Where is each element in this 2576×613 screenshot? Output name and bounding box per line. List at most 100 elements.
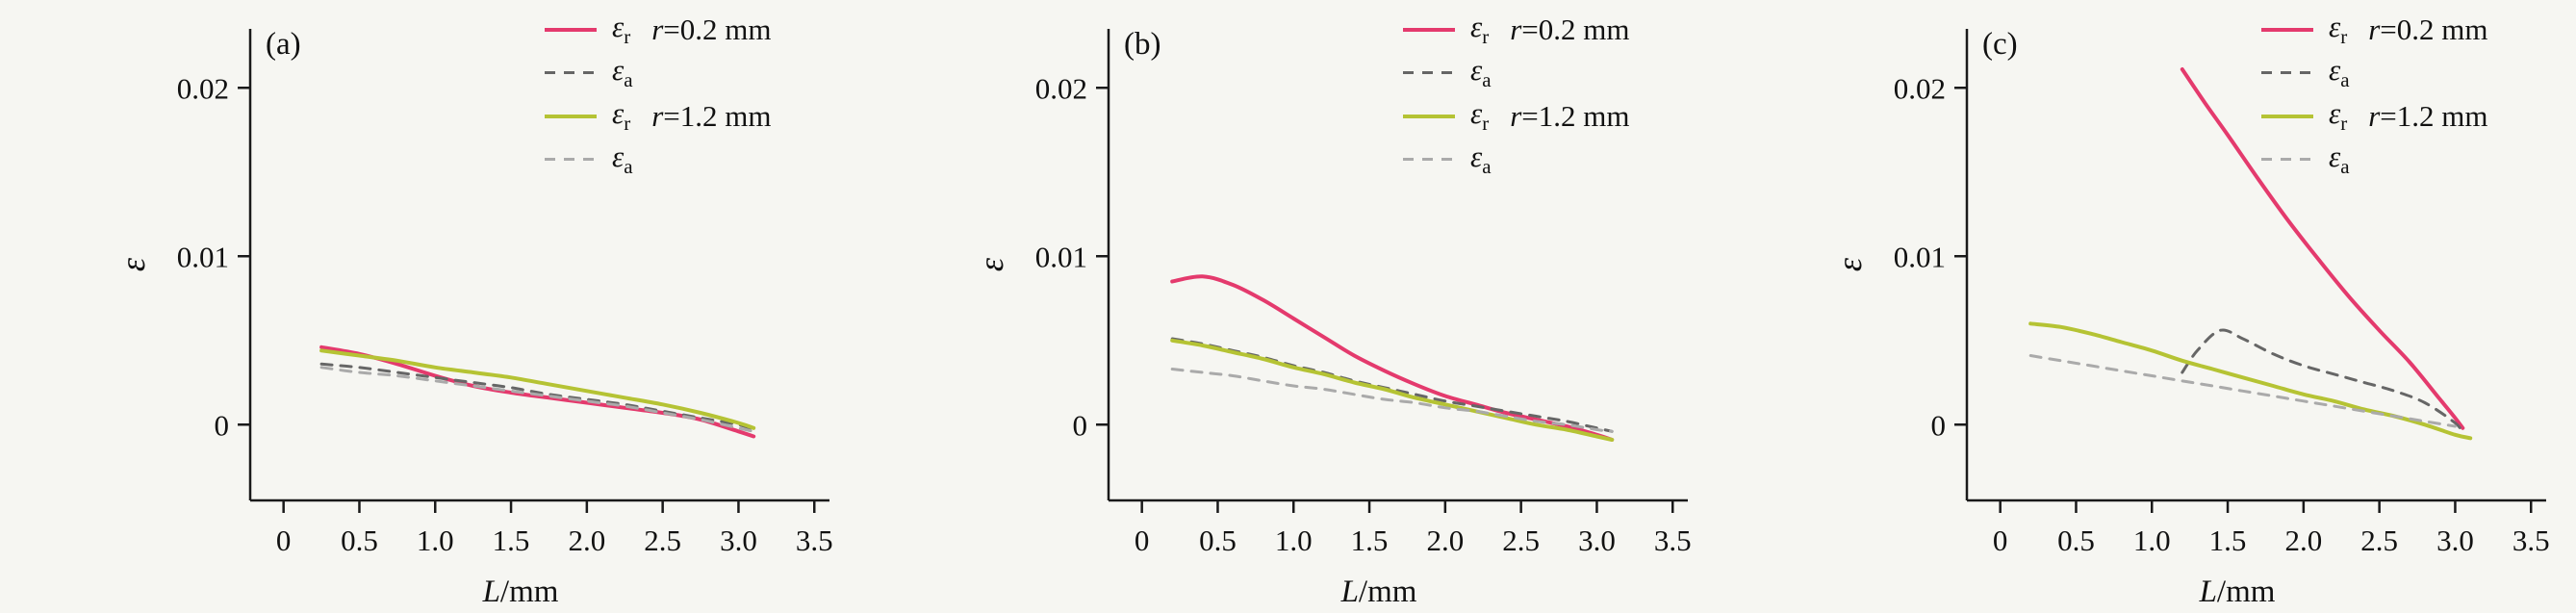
legend-line-dashed-lightgray bbox=[545, 158, 597, 161]
x-tick-label: 0.5 bbox=[341, 524, 378, 557]
x-tick-label: 1.5 bbox=[1351, 524, 1389, 557]
panel-label-c: (c) bbox=[1982, 27, 2018, 62]
panel-label-a: (a) bbox=[266, 27, 301, 62]
series-line bbox=[1170, 368, 1614, 433]
legend-c: εr r=0.2 mm εa εr r=1.2 mm εa bbox=[2261, 8, 2488, 181]
y-tick-label: 0.01 bbox=[1894, 240, 1946, 273]
series-line bbox=[319, 366, 755, 433]
x-tick-label: 0.5 bbox=[1199, 524, 1237, 557]
legend-item-ea-r12: εa bbox=[1403, 138, 1630, 181]
legend-item-er-r02: εr r=0.2 mm bbox=[545, 8, 772, 51]
x-tick-label: 1.5 bbox=[2209, 524, 2247, 557]
legend-line-solid-red bbox=[1403, 27, 1455, 32]
chart-canvas-a: 0 0.5 1.0 1.5 2.0 2.5 3.0 3.5 0 0.01 0.02 L/mm ε bbox=[114, 29, 833, 609]
legend-label-er: εr bbox=[612, 10, 631, 48]
series-line bbox=[2028, 354, 2457, 428]
series-line bbox=[1170, 274, 1615, 442]
x-axis-label: L/mm bbox=[482, 575, 559, 609]
y-tick-label: 0.01 bbox=[177, 240, 229, 273]
legend-a: εr r=0.2 mm εa εr r=1.2 mm εa bbox=[545, 8, 772, 181]
legend-label-er: εr bbox=[1470, 10, 1490, 48]
y-axis-label: ε bbox=[1830, 257, 1869, 271]
legend-line-solid-green bbox=[545, 114, 597, 118]
series-line bbox=[2180, 67, 2465, 430]
y-tick-label: 0 bbox=[1931, 408, 1947, 442]
legend-item-ea-r12: εa bbox=[545, 138, 772, 181]
x-tick-label: 2.0 bbox=[2284, 524, 2322, 557]
legend-group-label-r12: r=1.2 mm bbox=[2368, 99, 2488, 133]
y-tick-label: 0.02 bbox=[1894, 71, 1946, 105]
x-tick-label: 2.5 bbox=[644, 524, 681, 557]
chart-panel-b: 0 0.5 1.0 1.5 2.0 2.5 3.0 3.5 0 0.01 0.02 L/mm ε (b)… bbox=[858, 0, 1717, 613]
legend-line-solid-green bbox=[1403, 114, 1455, 118]
x-tick-label: 3.0 bbox=[1578, 524, 1616, 557]
x-tick-label: 3.5 bbox=[2512, 524, 2550, 557]
legend-label-er: εr bbox=[612, 96, 631, 135]
legend-item-er-r12: εr r=1.2 mm bbox=[2261, 94, 2488, 138]
series-line bbox=[1170, 338, 1615, 442]
chart-canvas-c: 0 0.5 1.0 1.5 2.0 2.5 3.0 3.5 0 0.01 0.02 L/mm ε bbox=[1830, 29, 2550, 609]
y-tick-label: 0 bbox=[1073, 408, 1088, 442]
legend-label-ea: εa bbox=[1470, 53, 1492, 91]
x-axis-label: L/mm bbox=[2199, 575, 2276, 609]
x-tick-label: 3.5 bbox=[796, 524, 833, 557]
legend-label-ea: εa bbox=[612, 140, 633, 178]
series-line bbox=[2028, 321, 2473, 441]
legend-line-dashed-darkgray bbox=[1403, 71, 1455, 74]
series-line bbox=[319, 345, 756, 439]
legend-b: εr r=0.2 mm εa εr r=1.2 mm εa bbox=[1403, 8, 1630, 181]
y-tick-label: 0 bbox=[215, 408, 230, 442]
chart-panel-a: 0 0.5 1.0 1.5 2.0 2.5 3.0 3.5 0 0.01 0.02 L/mm ε (a)… bbox=[0, 0, 858, 613]
legend-item-er-r12: εr r=1.2 mm bbox=[545, 94, 772, 138]
legend-line-solid-red bbox=[545, 27, 597, 32]
series-line bbox=[319, 362, 755, 431]
x-tick-label: 1.5 bbox=[493, 524, 530, 557]
x-tick-label: 0.5 bbox=[2057, 524, 2095, 557]
x-tick-label: 0 bbox=[276, 524, 292, 557]
legend-group-label-r02: r=0.2 mm bbox=[1510, 13, 1630, 46]
legend-line-dashed-darkgray bbox=[2261, 71, 2313, 74]
legend-label-er: εr bbox=[2329, 96, 2348, 135]
y-tick-label: 0.02 bbox=[177, 71, 229, 105]
x-tick-label: 1.0 bbox=[2133, 524, 2171, 557]
legend-line-dashed-darkgray bbox=[545, 71, 597, 74]
y-tick-label: 0.02 bbox=[1035, 71, 1087, 105]
y-tick-label: 0.01 bbox=[1035, 240, 1087, 273]
legend-item-er-r12: εr r=1.2 mm bbox=[1403, 94, 1630, 138]
x-tick-label: 2.5 bbox=[2360, 524, 2398, 557]
x-tick-label: 0 bbox=[1135, 524, 1150, 557]
x-tick-label: 3.5 bbox=[1654, 524, 1692, 557]
y-axis-label: ε bbox=[972, 257, 1010, 271]
x-axis-label: L/mm bbox=[1340, 575, 1417, 609]
legend-label-ea: εa bbox=[1470, 140, 1492, 178]
x-tick-label: 2.0 bbox=[568, 524, 605, 557]
legend-item-er-r02: εr r=0.2 mm bbox=[1403, 8, 1630, 51]
legend-item-ea-r12: εa bbox=[2261, 138, 2488, 181]
series-line bbox=[2181, 328, 2464, 435]
y-axis-label: ε bbox=[114, 257, 152, 271]
chart-canvas-b: 0 0.5 1.0 1.5 2.0 2.5 3.0 3.5 0 0.01 0.02 L/mm ε bbox=[972, 29, 1692, 609]
legend-item-er-r02: εr r=0.2 mm bbox=[2261, 8, 2488, 51]
legend-label-ea: εa bbox=[2329, 53, 2350, 91]
series-line bbox=[319, 348, 756, 430]
legend-group-label-r12: r=1.2 mm bbox=[1510, 99, 1630, 133]
panel-label-b: (b) bbox=[1124, 27, 1161, 62]
legend-label-er: εr bbox=[2329, 10, 2348, 48]
legend-item-ea-r02: εa bbox=[1403, 51, 1630, 94]
x-tick-label: 2.0 bbox=[1426, 524, 1464, 557]
legend-item-ea-r02: εa bbox=[2261, 51, 2488, 94]
legend-line-dashed-lightgray bbox=[2261, 158, 2313, 161]
legend-line-solid-red bbox=[2261, 27, 2313, 32]
x-tick-label: 0 bbox=[1993, 524, 2008, 557]
legend-group-label-r12: r=1.2 mm bbox=[651, 99, 772, 133]
x-tick-label: 1.0 bbox=[1275, 524, 1313, 557]
legend-label-er: εr bbox=[1470, 96, 1490, 135]
legend-group-label-r02: r=0.2 mm bbox=[651, 13, 772, 46]
x-tick-label: 3.0 bbox=[720, 524, 757, 557]
x-tick-label: 1.0 bbox=[417, 524, 454, 557]
x-tick-label: 3.0 bbox=[2436, 524, 2474, 557]
legend-line-solid-green bbox=[2261, 114, 2313, 118]
x-tick-label: 2.5 bbox=[1502, 524, 1540, 557]
legend-line-dashed-lightgray bbox=[1403, 158, 1455, 161]
